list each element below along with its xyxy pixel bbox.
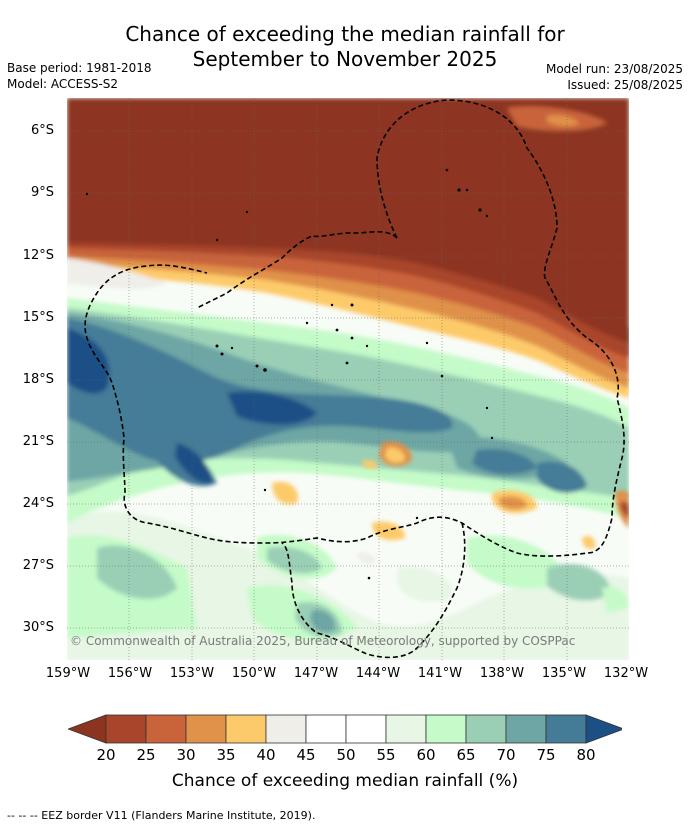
- colorbar-tick-label: 25: [136, 746, 156, 764]
- wet-band: [67, 298, 629, 523]
- model-name: Model: ACCESS-S2: [7, 77, 119, 91]
- lat-label-27s: 27°S: [22, 558, 54, 573]
- issued-date: Issued: 25/08/2025: [567, 78, 683, 92]
- lat-label-9s: 9°S: [30, 185, 54, 200]
- southern-patches: [67, 511, 629, 660]
- lat-label-6s: 6°S: [30, 123, 54, 138]
- colorbar-tick-label: 70: [496, 746, 516, 764]
- meta-left: Base period: 1981-2018 Model: ACCESS-S2: [7, 60, 152, 92]
- lat-label-18s: 18°S: [22, 372, 54, 387]
- lon-label-141w: 141°W: [417, 666, 463, 681]
- colorbar-over-arrow: [585, 714, 622, 744]
- eez-footnote: -- -- -- EEZ border V11 (Flanders Marine…: [7, 809, 316, 822]
- islands: [85, 168, 494, 580]
- colorbar-segment: [425, 714, 467, 744]
- lon-label-135w: 135°W: [541, 666, 587, 681]
- colorbar-segment: [105, 714, 147, 744]
- lon-label-147w: 147°W: [293, 666, 339, 681]
- dry-spots: [272, 441, 629, 565]
- dry-region: [67, 98, 629, 398]
- colorbar-segment: [305, 714, 347, 744]
- lon-label-159w: 159°W: [45, 666, 91, 681]
- lat-label-12s: 12°S: [22, 248, 54, 263]
- colorbar: [68, 714, 622, 744]
- lat-label-30s: 30°S: [22, 620, 54, 635]
- model-run: Model run: 23/08/2025: [545, 62, 683, 76]
- colorbar-segment: [505, 714, 547, 744]
- colorbar-label: Chance of exceeding median rainfall (%): [171, 771, 519, 791]
- lon-label-150w: 150°W: [231, 666, 277, 681]
- lat-label-21s: 21°S: [22, 434, 54, 449]
- lon-label-138w: 138°W: [479, 666, 525, 681]
- colorbar-segment: [545, 714, 587, 744]
- colorbar-segment: [345, 714, 387, 744]
- colorbar-segment: [385, 714, 427, 744]
- colorbar-tick-label: 35: [216, 746, 236, 764]
- colorbar-tick-label: 40: [256, 746, 276, 764]
- colorbar-tick-label: 60: [416, 746, 436, 764]
- colorbar-under-arrow: [68, 714, 107, 744]
- lon-label-153w: 153°W: [169, 666, 215, 681]
- lon-label-144w: 144°W: [355, 666, 401, 681]
- title-line-2: September to November 2025: [192, 47, 498, 71]
- graticule: [67, 98, 629, 660]
- eez-borders: [84, 99, 625, 659]
- title-line-1: Chance of exceeding the median rainfall …: [125, 22, 565, 46]
- lat-label-24s: 24°S: [22, 496, 54, 511]
- colorbar-segment: [145, 714, 187, 744]
- colorbar-tick-label: 65: [456, 746, 476, 764]
- colorbar-tick-label: 20: [96, 746, 116, 764]
- meta-right: Model run: 23/08/2025 Issued: 25/08/2025: [546, 61, 683, 93]
- colorbar-segment: [465, 714, 507, 744]
- map-svg: [67, 98, 629, 660]
- colorbar-tick-label: 45: [296, 746, 316, 764]
- colorbar-segment: [225, 714, 267, 744]
- lon-label-132w: 132°W: [603, 666, 649, 681]
- base-period: Base period: 1981-2018: [7, 61, 152, 75]
- colorbar-segment: [265, 714, 307, 744]
- colorbar-tick-label: 80: [576, 746, 596, 764]
- colorbar-tick-label: 55: [376, 746, 396, 764]
- lat-label-15s: 15°S: [22, 310, 54, 325]
- copyright-notice: © Commonwealth of Australia 2025, Bureau…: [70, 634, 576, 648]
- map-area: [67, 98, 629, 660]
- map-title: Chance of exceeding the median rainfall …: [0, 22, 690, 72]
- colorbar-tick-label: 75: [536, 746, 556, 764]
- colorbar-segment: [185, 714, 227, 744]
- lon-label-156w: 156°W: [107, 666, 153, 681]
- colorbar-tick-label: 30: [176, 746, 196, 764]
- colorbar-tick-label: 50: [336, 746, 356, 764]
